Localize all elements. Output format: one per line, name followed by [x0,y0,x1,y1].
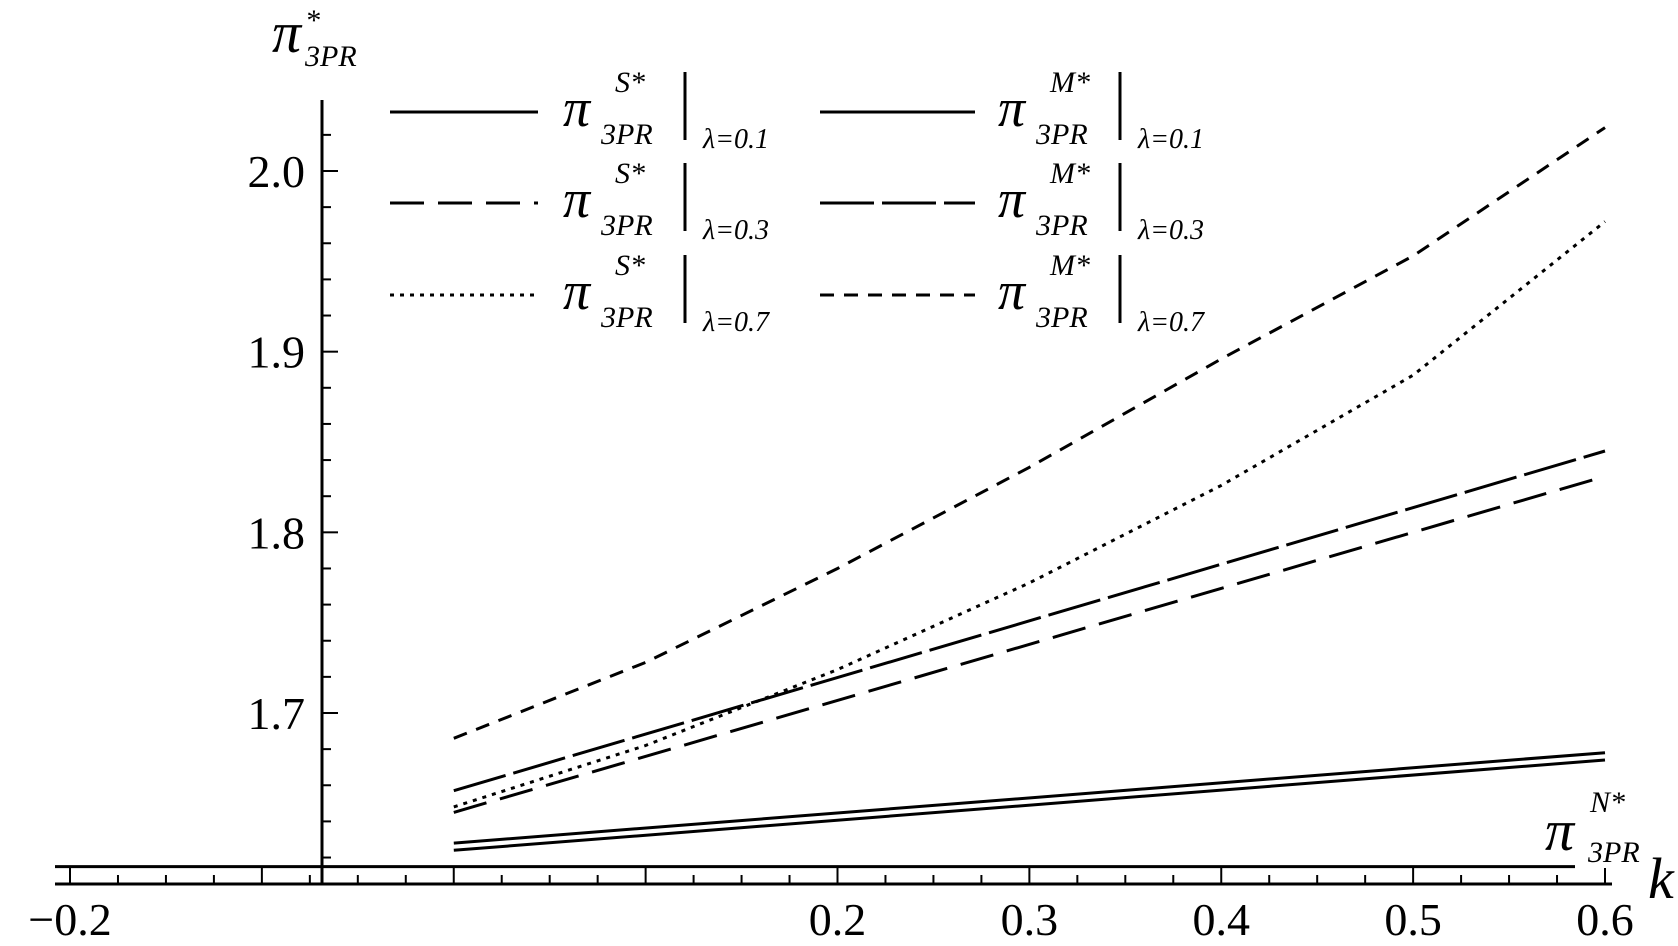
legend-condition: λ=0.1 [1137,124,1204,155]
legend-condition: λ=0.3 [1137,215,1204,246]
x-tick-label: 0.4 [1193,894,1251,945]
series-line-M03 [453,449,1606,793]
x-tick-label: 0.3 [1001,894,1059,945]
legend-symbol: π [563,261,592,321]
legend-superscript: S* [615,249,645,282]
reference-line-label-sub: 3PR [1587,836,1640,869]
series-line-M07 [453,126,1606,740]
legend-condition: λ=0.7 [1137,307,1205,338]
legend-superscript: M* [1049,66,1090,99]
y-tick-label: 1.7 [248,688,306,739]
y-axis-title-sub: 3PR [304,40,357,73]
series-line-S07 [453,220,1606,809]
series-layer [55,126,1606,869]
legend-symbol: π [998,169,1027,229]
legend-subscript: 3PR [600,209,653,242]
legend-subscript: 3PR [600,301,653,334]
legend-symbol: π [563,169,592,229]
x-tick-label: −0.2 [28,894,111,945]
legend-condition: λ=0.7 [702,307,770,338]
x-tick-label: 0.2 [809,894,867,945]
series-line-S01 [453,758,1606,852]
y-tick-label: 1.9 [248,327,306,378]
legend-symbol: π [563,78,592,138]
reference-line-label-sup: N* [1589,786,1625,819]
legend-symbol: π [998,261,1027,321]
reference-line-label: π [1545,798,1576,863]
series-line-M01 [453,751,1606,845]
legend-superscript: M* [1049,157,1090,190]
ticks: −0.2 0.2 0.3 0.4 0.5 0.6 1.7 1.8 1.9 2.0 [28,133,1634,945]
legend-subscript: 3PR [600,118,653,151]
series-line-S03 [453,474,1606,814]
y-tick-label: 2.0 [248,146,306,197]
x-tick-label: 0.5 [1384,894,1442,945]
legend-condition: λ=0.1 [702,124,769,155]
legend-superscript: S* [615,66,645,99]
legend-superscript: M* [1049,249,1090,282]
legend-symbol: π [998,78,1027,138]
legend-superscript: S* [615,157,645,190]
x-tick-label: 0.6 [1576,894,1634,945]
legend-condition: λ=0.3 [702,215,769,246]
legend: π S* 3PR λ=0.1 π M* 3PR λ=0.1 π S* 3PR λ=0.3 π M* 3PR λ… [390,66,1205,338]
y-axis-title: π [272,0,303,65]
x-axis-title: k [1648,846,1675,911]
axes [55,100,1612,886]
legend-subscript: 3PR [1035,118,1088,151]
legend-subscript: 3PR [1035,301,1088,334]
y-axis-title-sup: * [305,4,320,37]
y-tick-label: 1.8 [248,507,306,558]
legend-subscript: 3PR [1035,209,1088,242]
